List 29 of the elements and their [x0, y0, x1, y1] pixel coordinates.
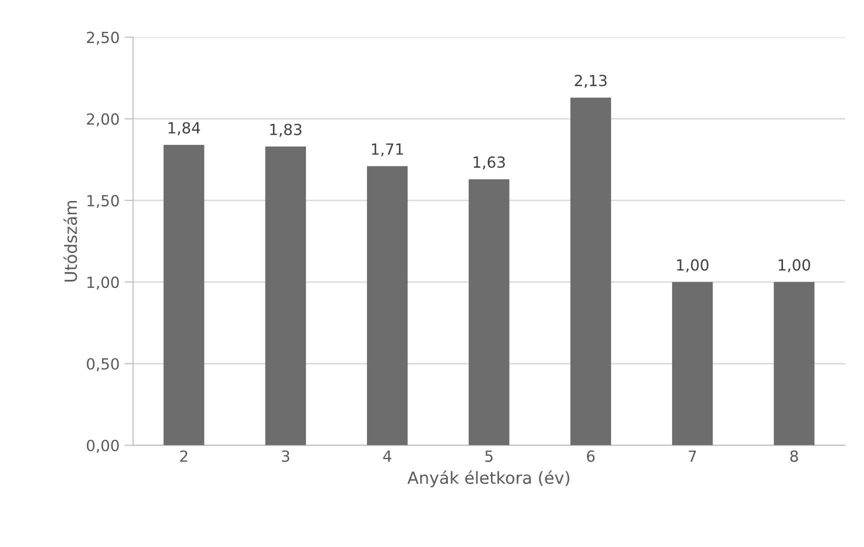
data-label: 1,00 — [677, 259, 708, 272]
x-tick-label: 5 — [485, 450, 493, 462]
data-label: 1,83 — [270, 124, 302, 137]
bar — [774, 282, 814, 446]
y-tick-label: 1,50 — [88, 194, 119, 208]
data-label: 1,71 — [372, 143, 403, 156]
x-axis-title: Anyák életkora (év) — [407, 470, 570, 488]
x-tick-label: 3 — [282, 450, 290, 462]
y-tick-label: 2,00 — [86, 113, 119, 126]
data-label: 2,13 — [574, 74, 607, 88]
bar — [672, 282, 713, 446]
x-tick-label: 2 — [180, 450, 188, 462]
x-tick-label: 8 — [790, 450, 798, 462]
y-tick-label: 2,50 — [86, 32, 119, 45]
bar — [366, 166, 408, 446]
x-tick-label: 4 — [383, 450, 392, 462]
x-tick-label: 6 — [586, 450, 595, 462]
y-axis-title: Utódszám — [63, 200, 78, 282]
y-tick-label: 0,00 — [86, 440, 119, 453]
bar — [265, 146, 306, 446]
bar — [468, 179, 510, 446]
data-label: 1,63 — [474, 156, 505, 170]
bar — [570, 98, 612, 446]
bar — [164, 144, 204, 446]
y-tick-label: 1,00 — [88, 276, 119, 290]
y-tick-label: 0,50 — [86, 358, 119, 372]
data-label: 1,00 — [778, 259, 810, 272]
data-label: 1,84 — [168, 122, 200, 136]
x-tick-label: 7 — [688, 450, 696, 462]
